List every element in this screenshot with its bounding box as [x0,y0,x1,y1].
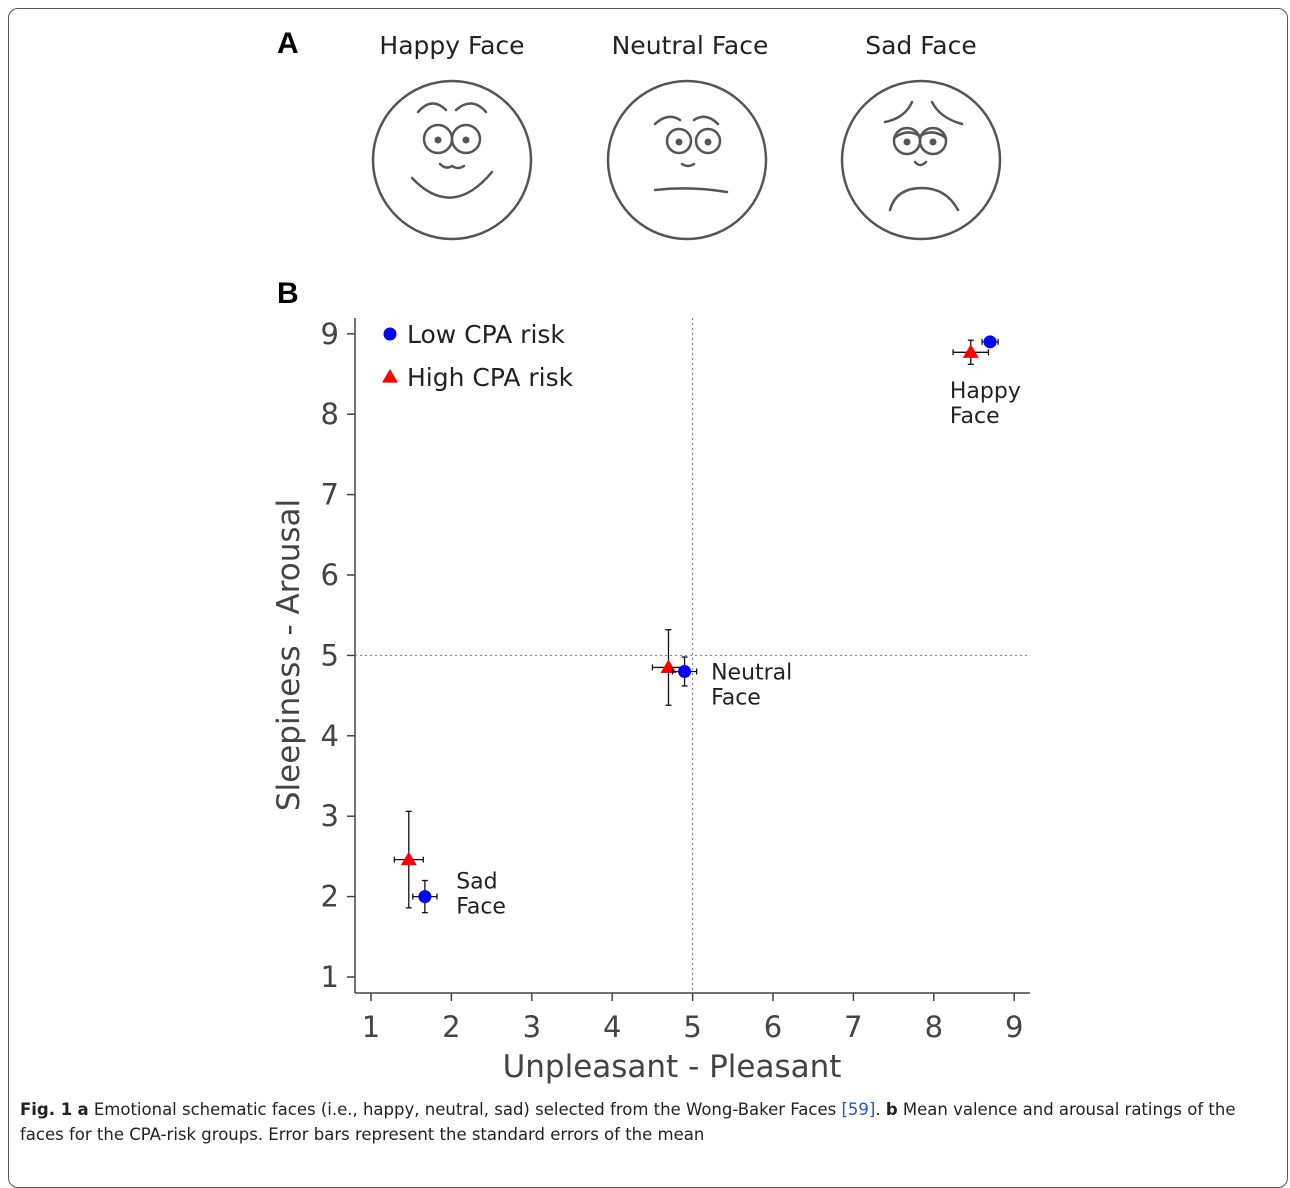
neutral-face-title: Neutral Face [612,31,769,60]
annotation-sad-line1: Sad [456,870,497,895]
neutral-face-icon [606,79,768,241]
y-tick-label-2: 2 [321,880,339,914]
low-cpa-risk-point-1 [678,664,692,678]
y-tick-label-5: 5 [321,638,339,672]
x-tick-label-1: 1 [362,1010,380,1044]
happy-face-icon [371,79,533,241]
y-tick-label-3: 3 [321,799,339,833]
low-cpa-risk-point-0 [983,335,997,349]
high-cpa-risk-point-0 [962,344,979,358]
panel-a-label: A [277,27,299,60]
y-tick-label-1: 1 [321,960,339,994]
legend-label-0: Low CPA risk [407,320,565,349]
x-tick-label-7: 7 [844,1010,862,1044]
annotation-sad-line2: Face [456,895,506,920]
caption-separator: . [875,1100,886,1119]
y-tick-label-8: 8 [321,397,339,431]
legend-marker-1 [382,369,398,383]
x-tick-label-6: 6 [764,1010,782,1044]
scatter-plot: 1 2 3 4 5 6 7 8 9 1 2 3 4 5 6 7 8 9 Unpleasant - Pleasant S… [271,317,1030,1085]
x-tick-label-5: 5 [683,1010,701,1044]
panel-b-label: B [277,277,299,310]
figure-canvas: A Happy Face Neutral Face Sad Face [271,27,1030,1085]
x-tick-label-4: 4 [603,1010,621,1044]
y-tick-label-4: 4 [321,719,339,753]
y-axis-label: Sleepiness - Arousal [271,499,307,811]
sad-face-icon [840,79,1002,241]
caption-part-b-text: Mean valence and arousal ratings of the … [20,1100,1236,1144]
caption-part-a-label: a [77,1100,89,1119]
sad-face-title: Sad Face [865,31,977,60]
x-tick-label-9: 9 [1005,1010,1023,1044]
high-cpa-risk-point-2 [400,851,417,866]
legend-label-1: High CPA risk [407,363,574,392]
caption-reference-link[interactable]: [59] [841,1100,876,1119]
caption-part-a-text: Emotional schematic faces (i.e., happy, … [88,1100,842,1119]
x-tick-label-8: 8 [925,1010,943,1044]
x-axis-label: Unpleasant - Pleasant [503,1049,842,1085]
annotation-happy-line2: Face [950,404,1000,429]
caption-fig-label: Fig. 1 [20,1100,73,1119]
annotation-neutral-line1: Neutral [711,661,792,686]
annotation-happy-line1: Happy [950,379,1021,404]
x-tick-label-3: 3 [523,1010,541,1044]
legend-marker-0 [383,327,397,341]
y-tick-label-7: 7 [321,478,339,512]
y-tick-label-6: 6 [321,558,339,592]
happy-face-title: Happy Face [379,31,524,60]
caption-part-b-label: b [885,1100,898,1119]
annotation-neutral-line2: Face [711,686,761,711]
figure-caption: Fig. 1 a Emotional schematic faces (i.e.… [20,1097,1270,1147]
y-tick-label-9: 9 [321,317,339,351]
x-tick-label-2: 2 [442,1010,460,1044]
low-cpa-risk-point-2 [418,890,432,904]
